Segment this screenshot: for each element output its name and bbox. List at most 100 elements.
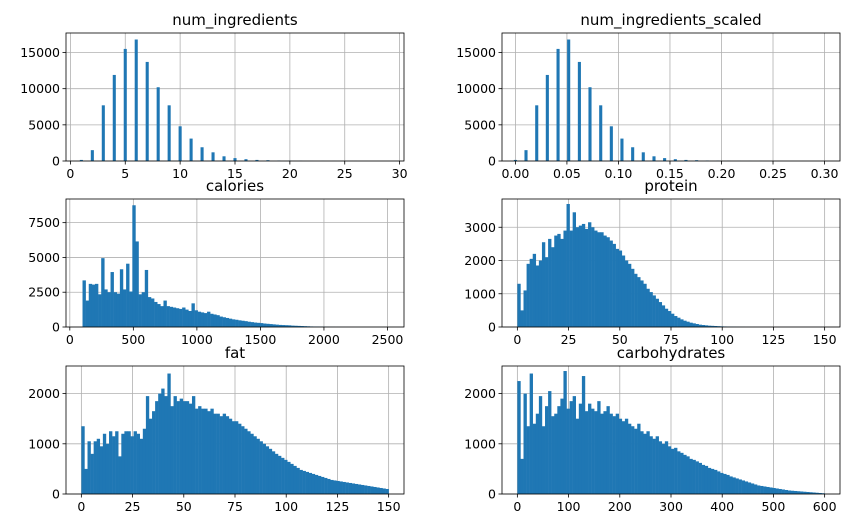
histogram-bar <box>695 324 699 327</box>
histogram-bar <box>147 297 152 327</box>
x-tick-label: 125 <box>761 332 785 347</box>
histogram-bar <box>250 433 254 494</box>
histogram-bar <box>766 486 770 494</box>
histogram-bar <box>575 227 580 327</box>
x-tick-label: 0.00 <box>501 166 529 181</box>
histogram-bar <box>671 313 675 327</box>
histogram-bar <box>520 310 524 327</box>
histogram-bar <box>615 413 620 494</box>
histogram-bar <box>85 300 89 327</box>
histogram-bar <box>385 488 389 494</box>
subplot-0: 0 5 10 15 20 25 30 0 5000 10000 15000 num_ingredien… <box>20 11 407 181</box>
histogram-bar <box>275 324 279 327</box>
histogram-bar <box>640 280 644 327</box>
histogram-bar <box>588 403 592 494</box>
histogram-bar <box>127 431 131 494</box>
histogram-bar <box>646 431 650 494</box>
histogram-bar <box>300 326 304 327</box>
histogram-bar <box>222 156 226 161</box>
x-tick-label: 150 <box>377 499 401 514</box>
histogram-bar <box>110 272 114 327</box>
histogram-bar <box>379 487 383 494</box>
histogram-bar <box>154 301 158 327</box>
histogram-bar <box>272 324 276 327</box>
x-tick-label: 15 <box>227 166 243 181</box>
histogram-bar <box>287 325 292 327</box>
histogram-bar <box>172 307 177 327</box>
histogram-bar <box>800 491 804 494</box>
histogram-bar <box>686 321 690 327</box>
histogram-bar <box>129 291 133 327</box>
histogram-bar <box>775 488 779 494</box>
histogram-bar <box>566 203 570 327</box>
histogram-bar <box>591 227 595 327</box>
histogram-bar <box>689 322 693 327</box>
x-tick-label: 0.25 <box>759 166 787 181</box>
histogram-bar <box>524 150 528 161</box>
histogram-bar <box>641 152 645 161</box>
histogram-bar <box>563 230 567 327</box>
histogram-bar <box>637 277 641 327</box>
histogram-bar <box>173 396 177 494</box>
histogram-bar <box>787 490 792 494</box>
histogram-bar <box>157 304 161 327</box>
subplot-2: 0 500 1000 1500 2000 2500 0 2500 5000 7500 calorie… <box>28 177 405 347</box>
histogram-bar <box>560 398 564 494</box>
x-tick-label: 50 <box>176 499 192 514</box>
histogram-bar <box>244 159 248 161</box>
histogram-bar <box>541 242 546 327</box>
histogram-bar <box>609 126 613 161</box>
y-tick-label: 5000 <box>28 117 60 132</box>
histogram-bar <box>238 320 242 327</box>
histogram-bar <box>627 263 632 327</box>
histogram-bar <box>624 418 629 494</box>
histogram-bar <box>701 464 706 494</box>
histogram-bar <box>710 468 715 494</box>
histogram-bar <box>588 222 592 327</box>
histogram-bar <box>188 311 192 327</box>
x-tick-label: 200 <box>608 499 632 514</box>
x-tick-label: 500 <box>121 332 145 347</box>
histogram-bar <box>591 408 595 494</box>
histogram-bar <box>102 433 107 494</box>
histogram-bar <box>763 486 767 494</box>
histogram-bar <box>627 423 632 494</box>
histogram-bar <box>772 487 776 494</box>
x-tick-label: 0.05 <box>553 166 581 181</box>
histogram-bar <box>132 205 136 327</box>
histogram-bar <box>649 292 653 327</box>
histogram-bar <box>698 324 702 327</box>
histogram-bar <box>704 465 709 494</box>
histogram-bar <box>803 491 807 494</box>
histogram-bar <box>695 461 699 494</box>
histogram-bar <box>259 323 264 327</box>
subplot-title: carbohydrates <box>617 344 726 362</box>
histogram-bar <box>548 238 552 327</box>
y-tick-label: 3000 <box>464 220 496 235</box>
x-tick-label: 400 <box>710 499 734 514</box>
histogram-bar <box>620 138 624 161</box>
histogram-bar <box>265 446 270 494</box>
histogram-bar <box>646 288 650 327</box>
histogram-bar <box>551 247 555 327</box>
histogram-bar <box>296 467 300 494</box>
histogram-bar <box>649 436 653 494</box>
histogram-bar <box>266 323 270 327</box>
histogram-bar <box>84 468 88 494</box>
histogram-bar <box>594 230 598 327</box>
histogram-bar <box>219 416 223 494</box>
histogram-bar <box>790 490 795 494</box>
histogram-bar <box>577 61 581 161</box>
histogram-bar <box>126 263 130 327</box>
histogram-bar <box>158 393 162 494</box>
histogram-bar <box>123 48 127 161</box>
histogram-bar <box>291 325 295 327</box>
histogram-bar <box>535 265 540 327</box>
y-tick-label: 0 <box>52 320 60 335</box>
histogram-bar <box>124 431 128 494</box>
histogram-bar <box>101 105 105 161</box>
histogram-bar <box>684 159 688 161</box>
y-tick-label: 2000 <box>464 386 496 401</box>
x-tick-label: 150 <box>813 332 837 347</box>
y-tick-label: 2000 <box>464 253 496 268</box>
